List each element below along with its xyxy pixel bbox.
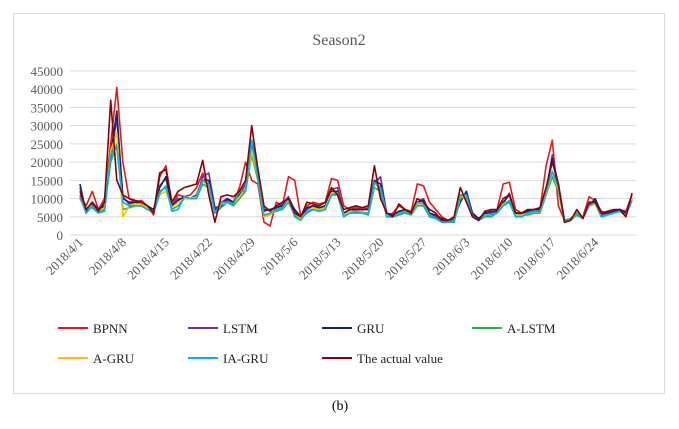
legend-label: GRU xyxy=(357,321,385,336)
legend-label: LSTM xyxy=(223,321,258,336)
y-tick-label: 20000 xyxy=(31,155,64,170)
caption: (b) xyxy=(332,399,349,414)
y-tick-label: 5000 xyxy=(37,210,63,225)
y-tick-label: 40000 xyxy=(31,82,64,97)
series-line xyxy=(79,139,633,223)
y-tick-label: 0 xyxy=(57,228,64,243)
legend-label: A-LSTM xyxy=(507,321,556,336)
legend-label: The actual value xyxy=(357,351,443,366)
y-tick-label: 45000 xyxy=(31,64,64,79)
y-tick-label: 25000 xyxy=(31,137,64,152)
series-line xyxy=(79,99,633,223)
y-tick-label: 30000 xyxy=(31,119,64,134)
legend-label: IA-GRU xyxy=(223,351,269,366)
y-tick-label: 15000 xyxy=(31,173,64,188)
chart-title: Season2 xyxy=(312,32,365,49)
legend-label: BPNN xyxy=(93,321,128,336)
legend-label: A-GRU xyxy=(93,351,135,366)
y-tick-label: 35000 xyxy=(31,100,64,115)
y-tick-label: 10000 xyxy=(31,192,64,207)
